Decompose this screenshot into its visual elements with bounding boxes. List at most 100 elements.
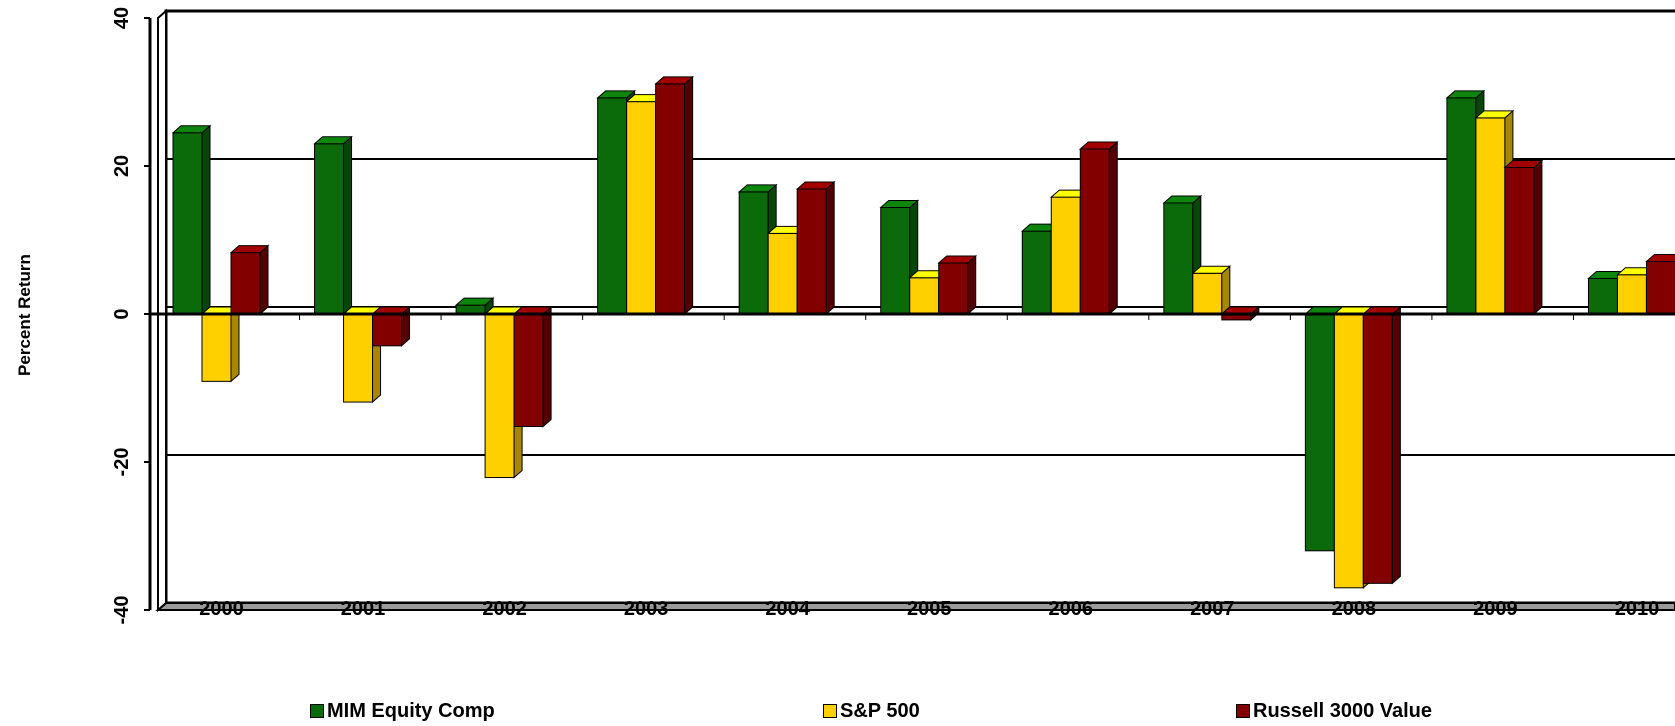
bar-top <box>1162 195 1203 204</box>
bar-front <box>343 313 374 403</box>
bar-front <box>597 97 628 315</box>
bar-s-p-500-2000 <box>200 305 241 383</box>
bar-top <box>937 255 978 264</box>
bar-mim-equity-comp-2005 <box>879 199 920 316</box>
bar-russell-3000-value-2005 <box>937 254 978 316</box>
legend-swatch <box>1236 704 1250 718</box>
legend-item-sp-500: S&P 500 <box>823 700 920 722</box>
bar-side <box>1391 305 1401 585</box>
bar-front <box>230 252 261 315</box>
bar-side <box>684 75 694 316</box>
x-tick-label: 2006 <box>1049 598 1094 620</box>
bar-front <box>1362 313 1393 584</box>
legend-swatch <box>310 704 324 718</box>
bar-side <box>230 305 240 383</box>
bar-mim-equity-comp-2001 <box>313 135 353 316</box>
x-tick-label: 2007 <box>1190 598 1235 620</box>
bar-top <box>171 125 212 134</box>
bar-side <box>1108 140 1118 316</box>
bar-side <box>1221 265 1231 316</box>
x-tick-label: 2001 <box>341 598 386 620</box>
x-tick-label: 2000 <box>199 598 244 620</box>
bar-top <box>1503 159 1544 168</box>
bar-top <box>596 90 636 99</box>
bar-front <box>1079 148 1110 315</box>
x-tick-label: 2003 <box>624 598 669 620</box>
y-tick-label: 20 <box>111 155 133 177</box>
bar-top <box>1078 141 1119 150</box>
bar-russell-3000-value-2008 <box>1362 305 1402 585</box>
bar-top <box>313 136 353 145</box>
bar-russell-3000-value-2009 <box>1503 159 1544 316</box>
legend-swatch <box>823 704 837 718</box>
bar-front <box>1304 313 1335 552</box>
bar-front <box>1616 274 1647 315</box>
x-tick-label: 2004 <box>765 598 810 620</box>
bar-side <box>259 244 269 316</box>
bar-front <box>796 188 827 315</box>
bar-chart: 2000 2001 2002 2003 2004 2005 2006 2007 2008 2009… <box>15 7 1675 625</box>
y-tick-label: -40 <box>111 596 133 625</box>
bar-front <box>172 132 203 315</box>
x-tick-label: 2010 <box>1615 598 1660 620</box>
bar-mim-equity-comp-2000 <box>171 124 212 316</box>
legend-item-russell-3000-value: Russell 3000 Value <box>1236 700 1432 722</box>
bars-layer <box>171 75 1675 589</box>
bar-front <box>372 313 403 347</box>
bar-side <box>542 305 552 428</box>
bar-top <box>454 297 495 306</box>
bar-top <box>1474 110 1515 119</box>
bar-front <box>1050 196 1081 315</box>
bar-front <box>1192 272 1223 315</box>
x-tick-label: 2005 <box>907 598 952 620</box>
axes-layer <box>144 17 1675 611</box>
labels-layer: 2000 2001 2002 2003 2004 2005 2006 2007 2008 2009… <box>111 7 1659 625</box>
y-tick-label: -20 <box>111 448 133 477</box>
bar-front <box>1163 202 1194 315</box>
bar-top <box>1191 265 1232 274</box>
bar-front <box>513 313 544 427</box>
bar-top <box>1445 90 1486 99</box>
bar-front <box>767 232 798 315</box>
bar-s-p-500-2007 <box>1191 265 1232 316</box>
bar-russell-3000-value-2004 <box>795 180 836 316</box>
bar-side <box>825 180 835 316</box>
bar-side <box>343 135 353 316</box>
bar-side <box>201 124 211 316</box>
bar-russell-3000-value-2006 <box>1078 140 1119 316</box>
bar-russell-3000-value-2010 <box>1645 253 1675 316</box>
legend-label: Russell 3000 Value <box>1253 699 1433 722</box>
x-tick-label: 2009 <box>1473 598 1518 620</box>
legend-item-mim-equity-comp: MIM Equity Comp <box>310 700 495 722</box>
bar-side <box>1533 159 1543 316</box>
bar-top <box>879 199 920 208</box>
bar-front <box>1475 117 1506 315</box>
legend-label: S&P 500 <box>840 699 920 722</box>
bar-russell-3000-value-2000 <box>229 244 270 316</box>
y-tick-label: 40 <box>111 7 133 29</box>
bar-top <box>229 245 270 254</box>
bar-front <box>1504 166 1535 315</box>
bar-front <box>880 206 911 315</box>
bar-front <box>1333 313 1364 589</box>
bar-front <box>484 313 515 479</box>
bar-top <box>737 184 778 193</box>
bar-side <box>967 254 977 316</box>
bar-front <box>1446 97 1477 315</box>
bar-front <box>738 191 769 315</box>
legend-label: MIM Equity Comp <box>327 699 495 722</box>
x-tick-label: 2008 <box>1332 598 1377 620</box>
bar-front <box>909 277 940 315</box>
bar-top <box>654 76 694 85</box>
bar-top <box>795 181 836 190</box>
bar-front <box>1021 230 1052 315</box>
bar-mim-equity-comp-2002 <box>454 297 495 316</box>
bar-russell-3000-value-2002 <box>512 305 553 428</box>
x-tick-label: 2002 <box>482 598 527 620</box>
bar-front <box>938 262 969 315</box>
bar-front <box>655 83 686 315</box>
bar-front <box>1645 260 1675 315</box>
bar-front <box>626 101 657 315</box>
grid-layer <box>155 8 1675 613</box>
bar-russell-3000-value-2003 <box>654 75 694 316</box>
